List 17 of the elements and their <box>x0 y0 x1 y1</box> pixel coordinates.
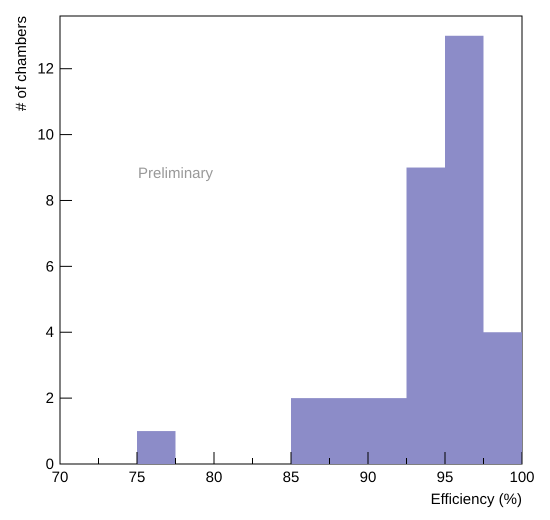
y-tick-label: 2 <box>46 390 54 408</box>
y-tick-label: 10 <box>37 126 54 144</box>
y-axis-title: # of chambers <box>13 16 30 112</box>
y-tick-label: 0 <box>46 456 54 473</box>
x-tick-label: 75 <box>128 469 146 486</box>
x-tick-label: 80 <box>206 469 222 486</box>
y-tick-label: 4 <box>46 324 54 342</box>
x-tick-label: 90 <box>360 469 376 486</box>
x-axis-title: Efficiency (%) <box>430 491 522 508</box>
x-tick-label: 70 <box>52 469 68 486</box>
y-tick-label: 8 <box>46 192 54 210</box>
x-tick-label: 100 <box>509 469 535 486</box>
x-tick-label: 85 <box>282 469 300 486</box>
annotation: Preliminary <box>138 165 214 182</box>
y-tick-label: 6 <box>46 258 54 276</box>
y-tick-label: 12 <box>37 60 54 78</box>
x-tick-label: 95 <box>436 469 454 486</box>
